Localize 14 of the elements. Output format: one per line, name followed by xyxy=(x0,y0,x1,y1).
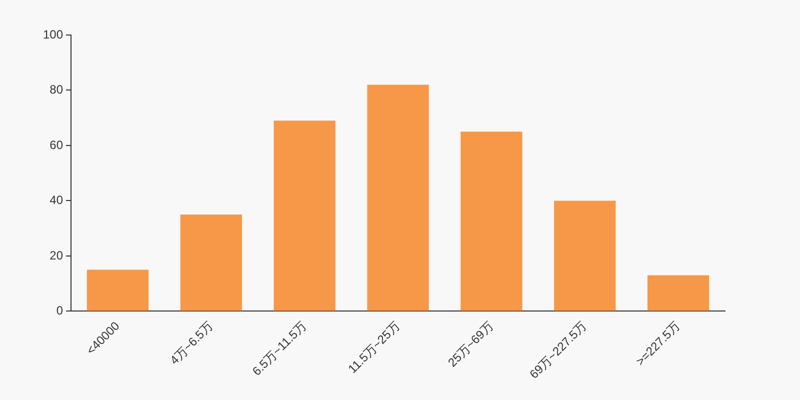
y-tick-label: 0 xyxy=(56,304,64,318)
bar xyxy=(554,200,616,311)
x-tick-label: 25万~69万 xyxy=(445,318,496,370)
bar xyxy=(367,84,429,311)
y-tick-label: 60 xyxy=(50,138,64,152)
bar xyxy=(274,120,336,311)
bar xyxy=(86,270,149,311)
bar xyxy=(460,132,522,311)
bar xyxy=(180,214,242,311)
y-tick-label: 40 xyxy=(50,193,64,208)
y-tick-label: 100 xyxy=(42,27,64,42)
y-tick-label: 80 xyxy=(50,82,64,97)
bar xyxy=(647,275,710,311)
y-tick-label: 20 xyxy=(50,248,64,262)
